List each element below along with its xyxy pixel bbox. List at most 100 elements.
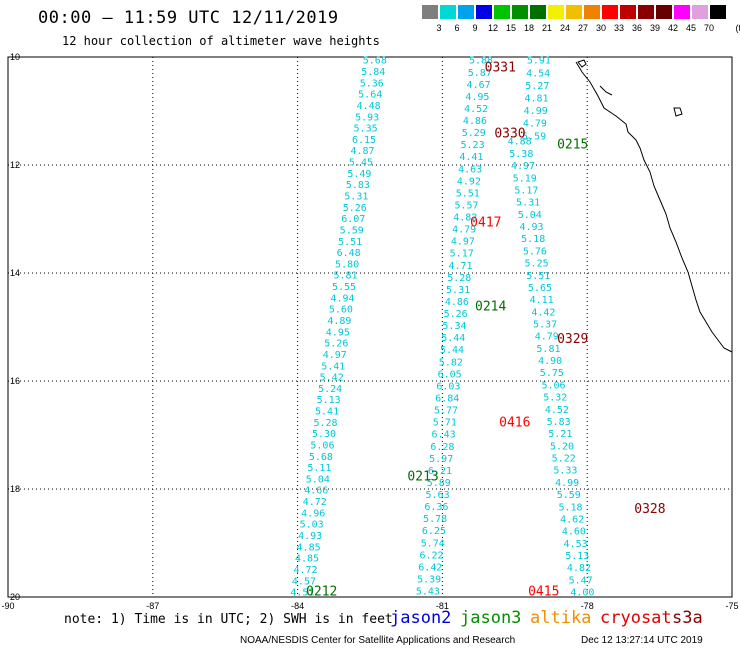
- scale-label-5: 18: [523, 23, 534, 33]
- wave-height-value: 4.86: [445, 297, 469, 308]
- wave-height-value: 5.04: [518, 210, 542, 221]
- wave-height-value: 4.92: [457, 176, 481, 187]
- wave-height-value: 4.71: [448, 261, 472, 272]
- wave-height-value: 4.99: [555, 478, 579, 489]
- wave-height-value: 4.72: [293, 565, 317, 576]
- wave-height-value: 5.80: [335, 259, 359, 270]
- pass-time-label: 0213: [407, 470, 438, 485]
- wave-height-value: 4.63: [458, 164, 482, 175]
- wave-height-value: 5.24: [318, 384, 342, 395]
- wave-height-value: 4.95: [465, 92, 489, 103]
- wave-height-value: 5.44: [441, 333, 465, 344]
- wave-height-value: 5.84: [361, 67, 385, 78]
- wave-height-value: 4.97: [451, 237, 475, 248]
- wave-height-value: 5.42: [320, 373, 344, 384]
- scale-swatch-13: [656, 5, 672, 19]
- wave-height-value: 5.31: [516, 198, 540, 209]
- wave-height-value: 4.96: [301, 508, 325, 519]
- wave-height-value: 4.97: [323, 350, 347, 361]
- scale-swatch-14: [674, 5, 690, 19]
- wave-height-value: 5.31: [446, 285, 470, 296]
- wave-height-value: 5.81: [536, 344, 560, 355]
- scale-swatch-12: [638, 5, 654, 19]
- wave-height-value: 6.48: [337, 248, 361, 259]
- wave-height-value: 4.99: [524, 106, 548, 117]
- wave-height-value: 5.31: [344, 192, 368, 203]
- scale-swatch-5: [512, 5, 528, 19]
- scale-swatch-9: [584, 5, 600, 19]
- wave-height-value: 5.17: [514, 185, 538, 196]
- map-title: 00:00 – 11:59 UTC 12/11/2019: [38, 8, 339, 28]
- wave-height-value: 4.87: [350, 146, 374, 157]
- wave-height-value: 5.28: [313, 418, 337, 429]
- scale-swatch-3: [476, 5, 492, 19]
- scale-swatch-10: [602, 5, 618, 19]
- scale-label-14: 45: [685, 23, 696, 33]
- wave-height-value: 4.11: [530, 295, 554, 306]
- scale-label-1: 6: [454, 23, 460, 33]
- wave-height-value: 4.51: [290, 588, 314, 599]
- wave-height-value: 4.93: [519, 222, 543, 233]
- wave-height-value: 4.54: [526, 68, 550, 79]
- wave-height-value: 5.57: [454, 200, 478, 211]
- wave-height-value: 5.04: [306, 474, 330, 485]
- scale-swatch-15: [692, 5, 708, 19]
- wave-height-value: 5.22: [552, 454, 576, 465]
- lat-tick-label: 10: [10, 52, 20, 62]
- wave-height-value: 5.59: [522, 131, 546, 142]
- wave-height-value: 5.59: [340, 225, 364, 236]
- lon-tick-label: -75: [725, 601, 738, 611]
- lat-tick-label: 16: [10, 376, 20, 386]
- pass-time-label: 0331: [485, 61, 516, 76]
- wave-height-value: 6.28: [430, 442, 454, 453]
- wave-height-value: 5.74: [421, 538, 445, 549]
- wave-height-value: 5.59: [557, 490, 581, 501]
- wave-height-value: 5.78: [423, 514, 447, 525]
- wave-height-value: 5.39: [417, 574, 441, 585]
- scale-swatch-2: [458, 5, 474, 19]
- pass-time-label: 0416: [499, 416, 530, 431]
- wave-height-value: 4.67: [467, 80, 491, 91]
- wave-height-value: 6.42: [418, 562, 442, 573]
- wave-height-value: 5.18: [521, 234, 545, 245]
- wave-height-value: 5.25: [525, 259, 549, 270]
- wave-height-value: 5.97: [429, 454, 453, 465]
- wave-height-value: 4.94: [330, 293, 354, 304]
- scale-swatch-1: [440, 5, 456, 19]
- wave-height-value: 5.93: [355, 112, 379, 123]
- wave-height-value: 5.37: [533, 319, 557, 330]
- pass-time-label: 0329: [557, 332, 588, 347]
- wave-height-value: 5.27: [525, 81, 549, 92]
- map-frame: [7, 56, 733, 598]
- scale-label-13: 42: [667, 23, 678, 33]
- wave-height-value: 5.77: [434, 406, 458, 417]
- scale-unit-label: (ft): [735, 23, 740, 33]
- wave-height-value: 5.03: [300, 520, 324, 531]
- wave-height-value: 6.36: [424, 502, 448, 513]
- wave-height-value: 5.36: [360, 78, 384, 89]
- wave-height-value: 5.89: [427, 478, 451, 489]
- wave-height-value: 6.22: [419, 550, 443, 561]
- wave-height-value: 5.65: [528, 283, 552, 294]
- scale-label-12: 39: [649, 23, 660, 33]
- wave-height-value: 5.51: [526, 271, 550, 282]
- wave-height-value: 5.26: [343, 203, 367, 214]
- scale-label-10: 33: [613, 23, 624, 33]
- wave-height-value: 5.20: [550, 441, 574, 452]
- scale-swatch-7: [548, 5, 564, 19]
- pass-time-label: 0415: [528, 585, 559, 600]
- wave-height-value: 5.55: [332, 282, 356, 293]
- wave-height-value: 4.85: [297, 542, 321, 553]
- wave-height-value: 5.38: [509, 149, 533, 160]
- wave-height-value: 5.18: [558, 502, 582, 513]
- wave-height-value: 5.17: [450, 249, 474, 260]
- wave-height-value: 5.35: [354, 124, 378, 135]
- scale-label-11: 36: [631, 23, 642, 33]
- wave-height-value: 6.15: [352, 135, 376, 146]
- wave-height-value: 4.90: [538, 356, 562, 367]
- wave-height-value: 5.30: [312, 429, 336, 440]
- lon-tick-label: -84: [291, 601, 304, 611]
- lat-tick-label: 20: [10, 592, 20, 602]
